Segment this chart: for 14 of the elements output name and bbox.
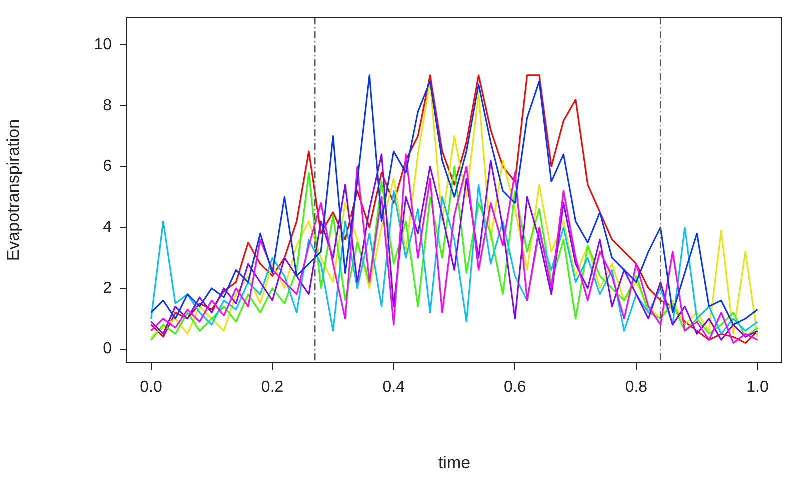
y-tick-label: 2 bbox=[103, 280, 112, 297]
x-tick-label: 0.2 bbox=[261, 379, 284, 396]
y-axis-title: Evapotranspiration bbox=[4, 119, 23, 262]
x-tick-label: 0.8 bbox=[625, 379, 648, 396]
x-tick-label: 0.4 bbox=[382, 379, 406, 396]
x-tick-label: 0.6 bbox=[504, 379, 526, 396]
x-tick-label: 1.0 bbox=[746, 379, 769, 396]
y-tick-label: 10 bbox=[94, 36, 112, 54]
x-tick-label: 0.0 bbox=[140, 379, 162, 396]
y-tick-label: 4 bbox=[103, 218, 112, 236]
y-tick-label: 8 bbox=[103, 97, 112, 114]
y-tick-label: 0 bbox=[103, 340, 112, 358]
x-axis-title: time bbox=[438, 453, 471, 472]
y-tick-label: 6 bbox=[103, 158, 112, 176]
